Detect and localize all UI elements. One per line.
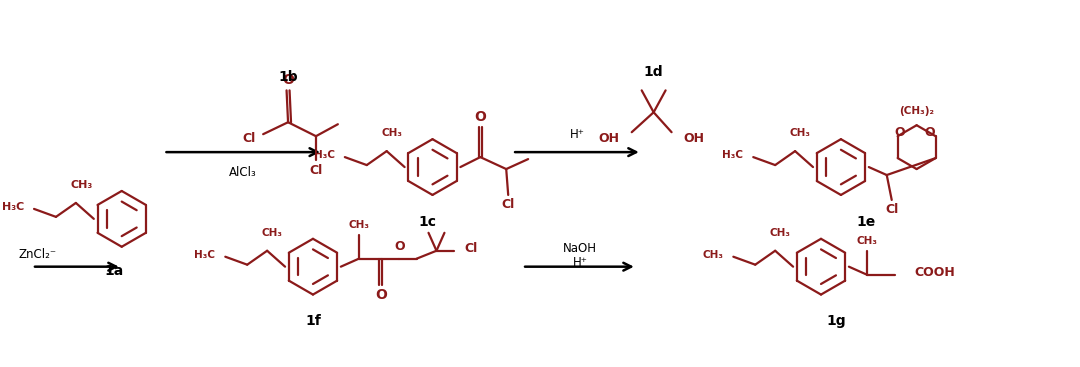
Text: O: O bbox=[894, 126, 905, 139]
Text: Cl: Cl bbox=[464, 242, 477, 255]
Text: Cl: Cl bbox=[242, 132, 255, 145]
Text: Cl: Cl bbox=[309, 164, 323, 177]
Text: 1g: 1g bbox=[826, 315, 846, 328]
Text: Cl: Cl bbox=[501, 199, 515, 211]
Text: O: O bbox=[474, 110, 486, 124]
Text: O: O bbox=[394, 240, 405, 253]
Text: CH₃: CH₃ bbox=[702, 250, 724, 260]
Text: O: O bbox=[924, 126, 935, 139]
Text: CH₃: CH₃ bbox=[70, 180, 93, 190]
Text: NaOH: NaOH bbox=[563, 242, 597, 255]
Text: CH₃: CH₃ bbox=[770, 228, 791, 238]
Text: CH₃: CH₃ bbox=[856, 236, 877, 246]
Text: 1b: 1b bbox=[279, 70, 298, 84]
Text: 1e: 1e bbox=[856, 215, 876, 229]
Text: O: O bbox=[375, 288, 387, 302]
Text: ZnCl₂⁻: ZnCl₂⁻ bbox=[18, 248, 56, 261]
Text: H₃C: H₃C bbox=[314, 150, 335, 160]
Text: H₃C: H₃C bbox=[194, 250, 215, 260]
Text: H⁺: H⁺ bbox=[572, 256, 588, 269]
Text: CH₃: CH₃ bbox=[348, 220, 369, 230]
Text: AlCl₃: AlCl₃ bbox=[229, 166, 257, 178]
Text: Cl: Cl bbox=[886, 203, 899, 217]
Text: O: O bbox=[282, 73, 294, 87]
Text: 1d: 1d bbox=[644, 65, 663, 79]
Text: 1a: 1a bbox=[104, 264, 123, 278]
Text: OH: OH bbox=[598, 132, 620, 145]
Text: OH: OH bbox=[684, 132, 704, 145]
Text: COOH: COOH bbox=[915, 266, 956, 279]
Text: H₃C: H₃C bbox=[2, 202, 24, 212]
Text: 1f: 1f bbox=[305, 315, 321, 328]
Text: H⁺: H⁺ bbox=[569, 128, 584, 141]
Text: CH₃: CH₃ bbox=[261, 228, 283, 238]
Text: CH₃: CH₃ bbox=[381, 128, 402, 138]
Text: 1c: 1c bbox=[419, 215, 436, 229]
Text: (CH₃)₂: (CH₃)₂ bbox=[900, 106, 934, 116]
Text: CH₃: CH₃ bbox=[789, 128, 811, 138]
Text: H₃C: H₃C bbox=[723, 150, 743, 160]
